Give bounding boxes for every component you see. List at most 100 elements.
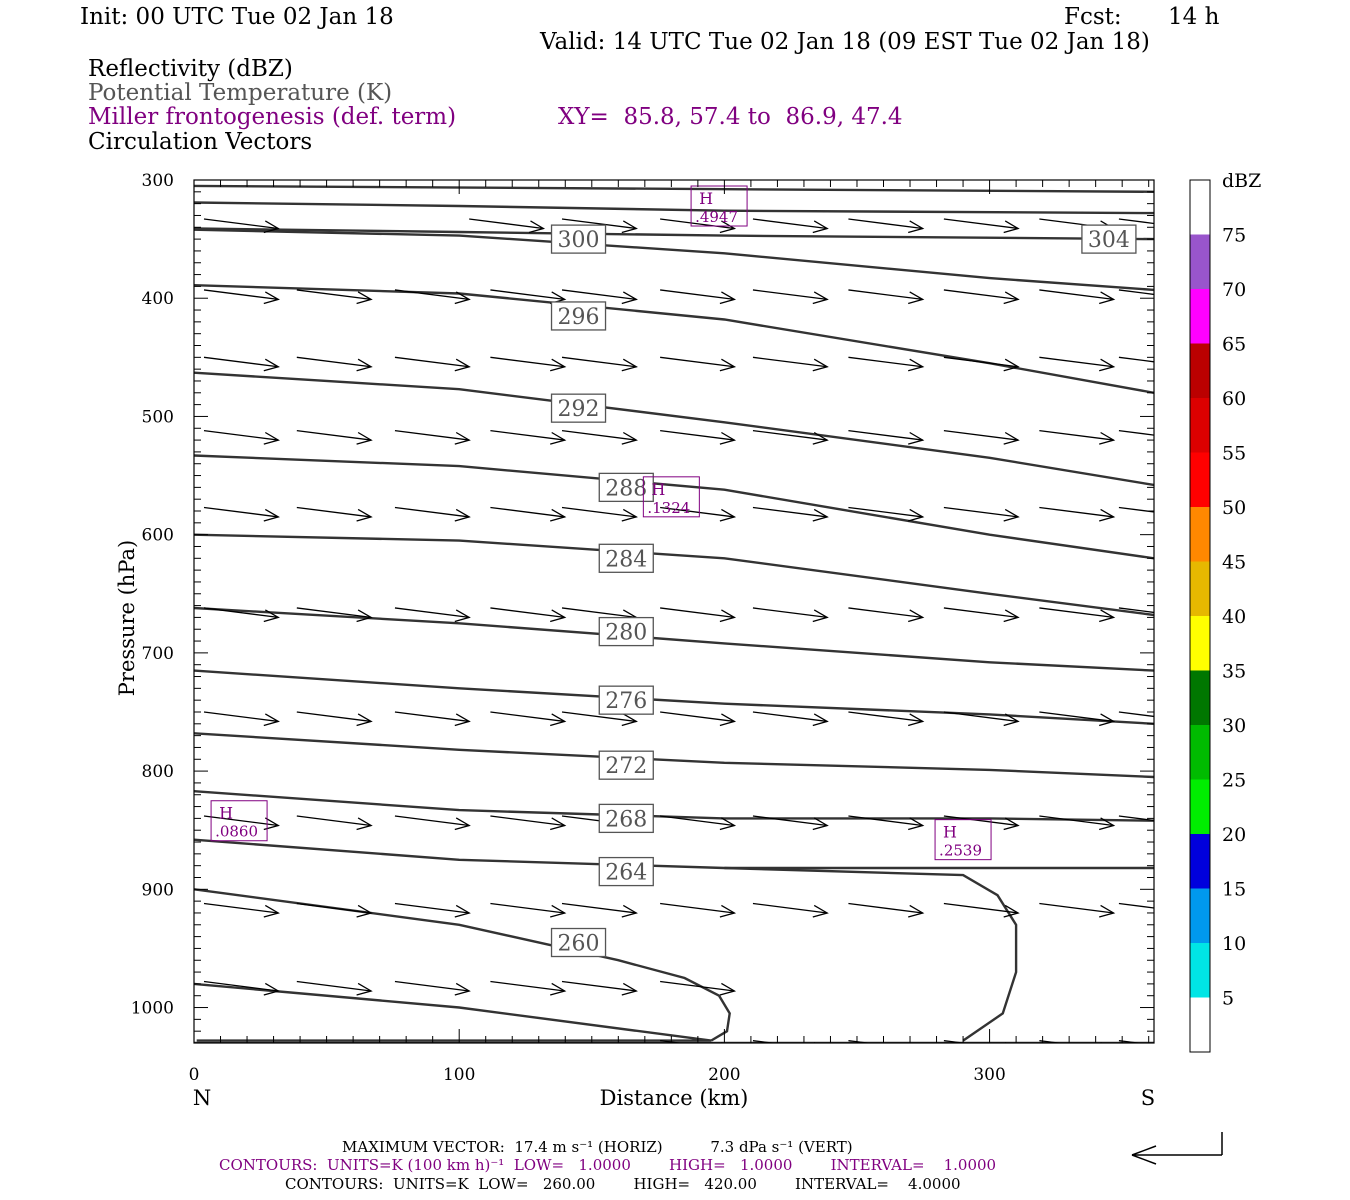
circulation-vector (752, 429, 828, 441)
vector-arrowhead (356, 358, 373, 372)
maximum-label: H (651, 480, 665, 499)
circulation-vector (660, 506, 735, 518)
circulation-vector (752, 711, 828, 723)
field-miller-frontogenesis: Miller frontogenesis (def. term) (88, 104, 457, 130)
circulation-vector (752, 289, 828, 301)
circulation-vector (490, 429, 565, 441)
isentrope-label-box (598, 685, 654, 715)
colorbar-title: dBZ (1222, 170, 1261, 192)
circulation-vector (561, 711, 637, 723)
circulation-vector (203, 711, 279, 723)
isentrope-line (724, 866, 1018, 1042)
vector-arrowhead (621, 713, 638, 727)
circulation-vector (296, 506, 372, 518)
isentrope-line (194, 184, 1154, 193)
circulation-vector (561, 506, 637, 518)
colorbar-swatch (1190, 725, 1210, 780)
circulation-vector (1118, 711, 1154, 718)
vector-arrowhead (263, 220, 280, 234)
isentrope-label: 272 (605, 754, 647, 779)
circulation-vector (1118, 429, 1154, 436)
isentrope-label-box (598, 803, 654, 834)
vector-arrowhead (719, 431, 737, 445)
vector-arrowhead (1004, 1042, 1008, 1043)
isentrope-label: 284 (605, 547, 647, 572)
colorbar-swatch (1190, 180, 1210, 235)
vector-arrowhead (263, 508, 280, 522)
field-potential-temperature: Potential Temperature (K) (88, 80, 393, 106)
vector-arrowhead (621, 431, 638, 445)
colorbar-swatch (1190, 834, 1210, 889)
circulation-vector (1118, 902, 1154, 909)
isentrope-line (194, 838, 1154, 870)
circulation-vector (469, 218, 544, 230)
isentrope-label: 260 (558, 932, 600, 957)
circulation-vector (203, 429, 279, 441)
y-tick-label: 500 (142, 407, 174, 427)
circulation-vector (296, 902, 372, 914)
circulation-vector (943, 815, 1019, 827)
isentrope-label-box (598, 856, 654, 887)
vector-arrowhead (356, 904, 373, 918)
circulation-vector (203, 356, 279, 368)
circulation-vector (848, 711, 923, 723)
y-tick-label: 1000 (131, 999, 174, 1019)
isentrope-line (194, 732, 1154, 779)
isentrope-label-box (550, 927, 607, 958)
circulation-vector (1118, 289, 1154, 296)
isentrope-label-box (598, 472, 654, 503)
isentrope-label-box (550, 393, 607, 423)
vector-arrowhead (621, 220, 638, 234)
maximum-box (934, 819, 992, 861)
vector-arrowhead (812, 904, 829, 918)
vector-arrowhead (621, 291, 638, 305)
isentrope-label: 280 (605, 621, 647, 646)
circulation-vector (203, 902, 279, 914)
vector-arrowhead (908, 713, 925, 727)
vector-arrowhead (356, 291, 373, 305)
vector-arrowhead (454, 982, 471, 996)
plot-frame (193, 179, 1155, 1044)
colorbar-swatch (1190, 888, 1210, 943)
circulation-vector (490, 711, 565, 723)
circulation-vector (490, 980, 565, 992)
y-axis-label: Pressure (hPa) (115, 540, 139, 696)
maximum-box (210, 800, 268, 842)
x-axis-label: Distance (km) (600, 1086, 749, 1110)
colorbar-label: 20 (1222, 824, 1246, 846)
vector-arrowhead (550, 358, 567, 372)
colorbar-swatch (1190, 507, 1210, 562)
circulation-vector (943, 429, 1019, 441)
isentrope-label-box (598, 616, 654, 647)
circulation-vector (660, 711, 735, 723)
vector-arrowhead (719, 508, 737, 522)
isentrope-label: 268 (605, 807, 647, 832)
maximum-label: H (943, 823, 957, 842)
isentrope-label: 288 (605, 476, 647, 501)
vector-arrowhead (356, 817, 373, 831)
vector-arrowhead (719, 817, 737, 831)
x-tick-label: 200 (708, 1065, 740, 1085)
vector-arrowhead (263, 358, 280, 372)
circulation-vector (1118, 607, 1154, 614)
vector-arrowhead (356, 431, 373, 445)
circulation-vector (848, 289, 923, 301)
vector-arrowhead (550, 431, 567, 445)
vector-arrowhead (812, 431, 829, 445)
circulation-vector (660, 980, 735, 992)
circulation-vector (561, 289, 637, 301)
y-tick-label: 800 (142, 762, 174, 782)
vector-arrowhead (1099, 508, 1116, 522)
maximum-value: .4947 (695, 208, 738, 226)
isentrope-line (194, 201, 1154, 215)
circulation-vector (752, 218, 828, 230)
circulation-vector (1118, 815, 1154, 822)
circulation-vector (660, 289, 735, 301)
vector-arrowhead (356, 609, 373, 623)
colorbar-swatch (1190, 234, 1210, 289)
circulation-vector (752, 1039, 777, 1043)
vector-arrowhead (1003, 358, 1020, 372)
circulation-vector (848, 902, 923, 914)
vector-arrowhead (908, 609, 925, 623)
colorbar-label: 10 (1222, 933, 1246, 955)
